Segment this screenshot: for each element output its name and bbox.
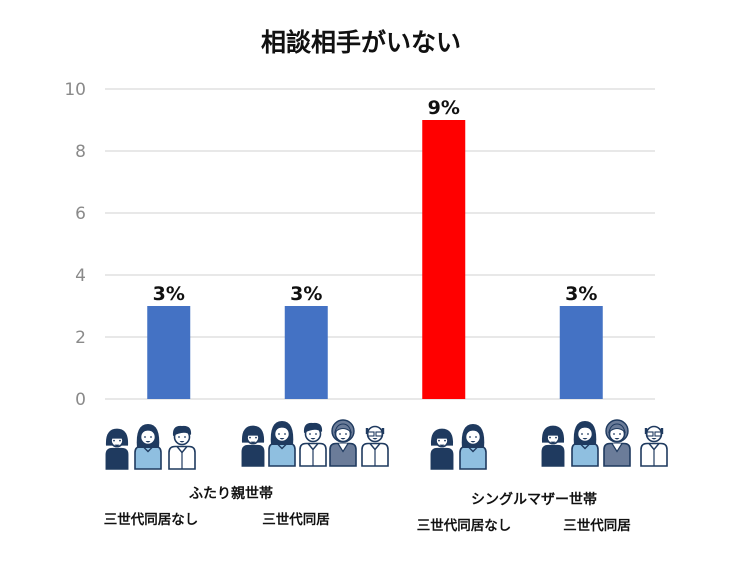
y-tick-label: 2 (75, 328, 86, 348)
bars (147, 120, 603, 399)
sublabel-single-mother-three-gen: 三世代同居 (563, 517, 631, 534)
y-axis-ticks: 0 2 4 6 8 10 (64, 80, 86, 410)
grandmother-icon (329, 419, 357, 467)
mother-icon (268, 421, 296, 467)
y-tick-label: 8 (75, 142, 86, 162)
data-label: 3% (153, 283, 185, 305)
y-tick-label: 4 (75, 266, 86, 286)
data-label: 3% (290, 283, 322, 305)
family-icons (105, 419, 668, 470)
data-labels: 3% 3% 9% 3% (153, 97, 598, 305)
child-icon (105, 428, 129, 470)
bar (559, 306, 603, 399)
mother-icon (571, 421, 599, 467)
family-icon-group (241, 419, 389, 467)
family-icon-group (430, 424, 487, 470)
data-label: 9% (428, 97, 460, 119)
bar (284, 306, 328, 399)
grandfather-icon (361, 425, 389, 467)
sublabel-two-parent-no-three-gen: 三世代同居なし (104, 511, 199, 528)
father-icon (168, 425, 196, 470)
chart-title: 相談相手がいない (261, 28, 461, 57)
mother-icon (134, 424, 162, 470)
sublabel-two-parent-three-gen: 三世代同居 (262, 511, 330, 528)
sublabel-single-mother-no-three-gen: 三世代同居なし (417, 517, 512, 534)
child-icon (541, 425, 565, 467)
y-tick-label: 6 (75, 204, 86, 224)
family-icon-group (105, 424, 196, 470)
bar (147, 306, 191, 399)
child-icon (430, 428, 454, 470)
data-label: 3% (565, 283, 597, 305)
grandfather-icon (640, 425, 668, 467)
father-icon (299, 422, 327, 467)
bar (422, 120, 466, 399)
group-label-single-mother: シングルマザー世帯 (471, 491, 597, 508)
mother-icon (459, 424, 487, 470)
y-tick-label: 0 (75, 390, 86, 410)
child-icon (241, 425, 265, 467)
y-tick-label: 10 (64, 80, 86, 100)
grandmother-icon (603, 419, 631, 467)
family-icon-group (541, 419, 668, 467)
group-label-two-parent: ふたり親世帯 (189, 485, 273, 502)
